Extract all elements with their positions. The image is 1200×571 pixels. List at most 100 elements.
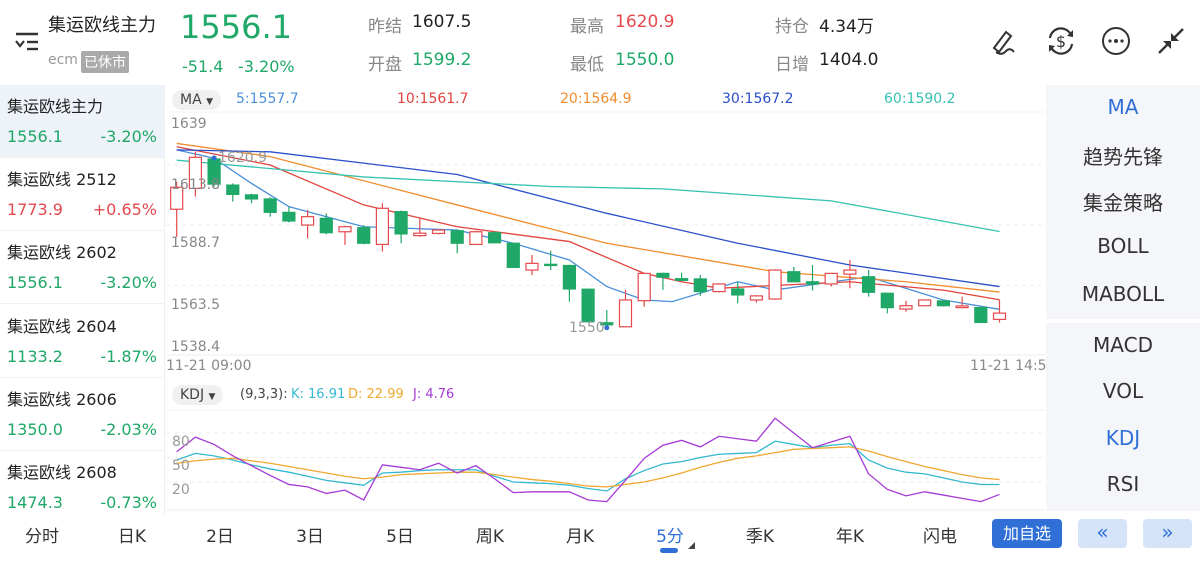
high-label: 最高 [570, 17, 604, 37]
kdj-j-line [176, 417, 1000, 503]
tab-daily-k[interactable]: 日K [117, 527, 147, 547]
contract-list: 集运欧线主力 1556.1 -3.20% 集运欧线 2512 1773.9 +0… [0, 85, 165, 515]
contract-item[interactable]: 集运欧线 2602 1556.1 -3.20% [0, 231, 165, 304]
y-tick: 1639 [171, 116, 207, 132]
candle-body [394, 211, 408, 235]
indicator-macd[interactable]: MACD [1093, 333, 1153, 357]
more-icon[interactable] [1101, 26, 1131, 60]
contract-price: 1350.0 [7, 420, 63, 439]
market-status-badge: 已休市 [81, 51, 129, 73]
candle-body [282, 211, 296, 222]
candle-body [469, 231, 483, 246]
kdj-indicator-label: KDJ [180, 387, 205, 403]
contract-item[interactable]: 集运欧线 2604 1133.2 -1.87% [0, 305, 165, 378]
contract-item[interactable]: 集运欧线 2512 1773.9 +0.65% [0, 158, 165, 231]
indicator-ma[interactable]: MA [1107, 95, 1139, 119]
y-tick: 1588.7 [171, 235, 220, 251]
tab-yearly-k[interactable]: 年K [835, 527, 865, 547]
candle-body [357, 227, 371, 244]
indicator-maboll[interactable]: MABOLL [1081, 282, 1165, 306]
indicator-strategy[interactable]: 集金策略 [1083, 191, 1163, 215]
dropdown-caret-icon: ▼ [206, 97, 214, 107]
draw-icon[interactable] [988, 26, 1018, 60]
candle-body [731, 288, 745, 296]
candle-body [880, 292, 894, 309]
kdj-y-tick: 20 [172, 482, 190, 498]
daily-increase-value: 1404.0 [819, 50, 879, 70]
contract-item[interactable]: 集运欧线主力 1556.1 -3.20% [0, 85, 165, 158]
ma-indicator-selector[interactable]: MA ▼ [172, 90, 222, 110]
collapse-icon[interactable] [1156, 26, 1186, 60]
next-button[interactable]: » [1143, 519, 1192, 548]
watchlist-menu-icon[interactable] [14, 30, 40, 54]
contract-pct: -0.73% [100, 493, 157, 512]
tab-2day[interactable]: 2日 [206, 527, 234, 547]
exchange-code: ecm [48, 52, 78, 68]
contract-item[interactable]: 集运欧线 2606 1350.0 -2.03% [0, 378, 165, 451]
contract-price: 1474.3 [7, 493, 63, 512]
high-marker-dot [211, 155, 217, 161]
low-marker-dot [604, 325, 610, 331]
candle-body [375, 207, 389, 246]
ma20-label: 20:1564.9 [560, 91, 632, 107]
contract-name: 集运欧线主力 [7, 97, 104, 116]
high-value: 1620.9 [615, 12, 675, 32]
kdj-indicator-selector[interactable]: KDJ ▼ [172, 385, 224, 405]
tab-3day[interactable]: 3日 [296, 527, 324, 547]
indicator-kdj[interactable]: KDJ [1105, 426, 1141, 450]
tab-5day[interactable]: 5日 [386, 527, 414, 547]
tab-monthly-k[interactable]: 月K [565, 527, 595, 547]
kdj-params: (9,3,3): [240, 387, 288, 402]
y-tick: 1563.5 [171, 297, 220, 313]
ma20-line [176, 142, 1000, 293]
open-interest-value: 4.34万 [819, 17, 874, 37]
y-tick: 1538.4 [171, 339, 220, 355]
candle-body [226, 184, 240, 196]
prev-settle-value: 1607.5 [412, 12, 472, 32]
active-tab-indicator [660, 548, 678, 553]
low-marker-label: 1550 [569, 320, 605, 336]
contract-pct: -1.87% [100, 347, 157, 366]
contract-pct: +0.65% [92, 200, 157, 219]
contract-name: 集运欧线 2606 [7, 390, 117, 409]
contract-price: 1556.1 [7, 273, 63, 292]
ma-indicator-label: MA [180, 92, 202, 108]
indicator-vol[interactable]: VOL [1102, 379, 1144, 403]
candle-body [618, 299, 633, 328]
last-price: 1556.1 [180, 8, 292, 46]
open-interest-label: 持仓 [775, 17, 809, 37]
add-watchlist-button[interactable]: 加自选 [992, 519, 1062, 548]
candle-body [544, 263, 558, 267]
y-tick: 1613.8 [171, 177, 220, 193]
contract-item[interactable]: 集运欧线 2608 1474.3 -0.73% [0, 451, 165, 524]
candle-body [693, 278, 707, 293]
candle-body [656, 272, 670, 278]
indicator-rsi[interactable]: RSI [1106, 472, 1140, 496]
contract-name: 集运欧线 2608 [7, 463, 117, 482]
tab-dropdown-icon[interactable] [688, 542, 695, 549]
prev-button[interactable]: « [1078, 519, 1127, 548]
tab-quarterly-k[interactable]: 季K [745, 527, 775, 547]
indicator-trend-pioneer[interactable]: 趋势先锋 [1083, 145, 1163, 169]
indicator-boll[interactable]: BOLL [1097, 234, 1149, 258]
ma5-line [176, 149, 1000, 310]
contract-name: 集运欧线 2604 [7, 317, 117, 336]
kdj-y-tick: 80 [172, 434, 190, 450]
candle-body [488, 232, 502, 244]
candle-body [581, 288, 595, 323]
candle-body [506, 242, 520, 269]
tab-weekly-k[interactable]: 周K [475, 527, 505, 547]
prev-settle-label: 昨结 [368, 17, 402, 37]
currency-exchange-icon[interactable]: $ [1045, 25, 1077, 61]
tab-5min[interactable]: 5分 [656, 527, 684, 547]
candle-body [319, 217, 333, 234]
price-change: -51.4 [182, 57, 224, 76]
tab-flash[interactable]: 闪电 [923, 527, 957, 547]
contract-price: 1556.1 [7, 127, 63, 146]
tab-timeshare[interactable]: 分时 [25, 527, 59, 547]
ma60-line [176, 159, 1000, 233]
contract-pct: -3.20% [100, 273, 157, 292]
candle-body [918, 299, 932, 307]
candle-body [974, 307, 988, 324]
